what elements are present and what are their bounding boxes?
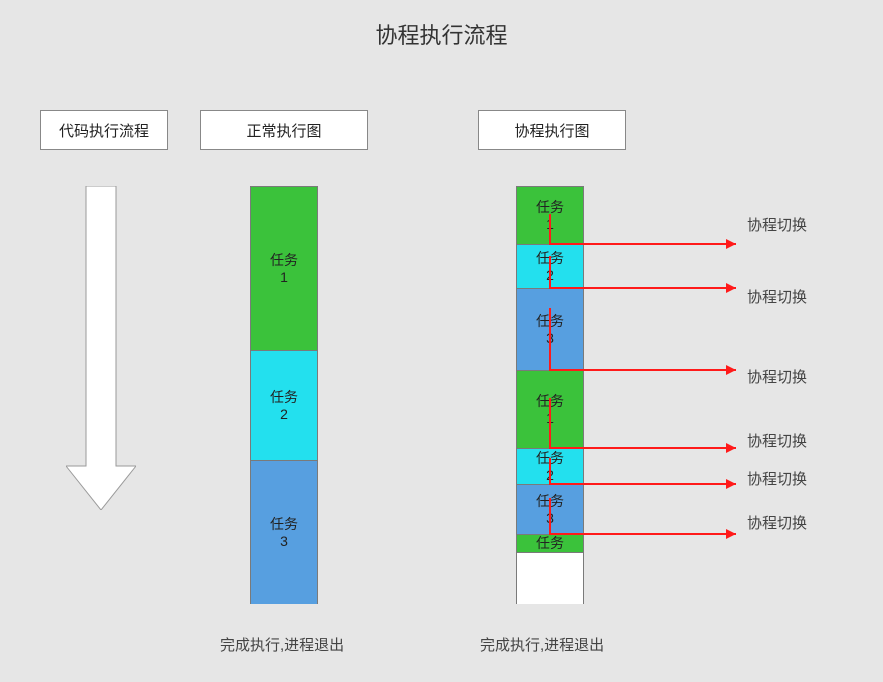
block-label: 任务	[536, 199, 564, 215]
header-box-h1: 代码执行流程	[40, 110, 168, 150]
block-label-num: 2	[546, 467, 554, 483]
block-label-num: 2	[546, 267, 554, 283]
coroutine-block-2: 任务3	[517, 288, 583, 370]
block-label: 任务	[536, 250, 564, 266]
block-label: 任务	[536, 493, 564, 509]
normal-block-2: 任务3	[251, 460, 317, 604]
block-label: 任务	[270, 516, 298, 532]
switch-label-2: 协程切换	[747, 366, 807, 387]
diagram-title: 协程执行流程	[375, 18, 507, 50]
coroutine-block-4: 任务2	[517, 448, 583, 484]
header-box-h2: 正常执行图	[200, 110, 368, 150]
caption-1: 完成执行,进程退出	[480, 634, 604, 655]
block-label: 任务	[270, 252, 298, 268]
header-box-h3: 协程执行图	[478, 110, 626, 150]
switch-label-4: 协程切换	[747, 468, 807, 489]
coroutine-exec-stack: 任务1任务2任务3任务1任务2任务3任务	[516, 186, 584, 604]
coroutine-block-3: 任务1	[517, 370, 583, 448]
block-label-num: 3	[546, 330, 554, 346]
switch-label-3: 协程切换	[747, 430, 807, 451]
switch-label-1: 协程切换	[747, 286, 807, 307]
coroutine-block-0: 任务1	[517, 186, 583, 244]
block-label-num: 3	[280, 533, 288, 549]
coroutine-block-6: 任务	[517, 534, 583, 552]
block-label: 任务	[536, 450, 564, 466]
normal-exec-stack: 任务1任务2任务3	[250, 186, 318, 604]
down-arrow-icon	[66, 186, 136, 510]
block-label: 任务	[270, 389, 298, 405]
block-label-num: 1	[546, 216, 554, 232]
block-label: 任务	[536, 313, 564, 329]
coroutine-block-7	[517, 552, 583, 604]
block-label-num: 1	[280, 269, 288, 285]
block-label-num: 2	[280, 406, 288, 422]
block-label-num: 3	[546, 510, 554, 526]
block-label-num: 1	[546, 410, 554, 426]
switch-label-5: 协程切换	[747, 512, 807, 533]
caption-0: 完成执行,进程退出	[220, 634, 344, 655]
normal-block-1: 任务2	[251, 350, 317, 460]
coroutine-block-5: 任务3	[517, 484, 583, 534]
coroutine-block-1: 任务2	[517, 244, 583, 288]
normal-block-0: 任务1	[251, 186, 317, 350]
switch-label-0: 协程切换	[747, 214, 807, 235]
block-label: 任务	[536, 393, 564, 409]
block-label: 任务	[536, 535, 564, 551]
